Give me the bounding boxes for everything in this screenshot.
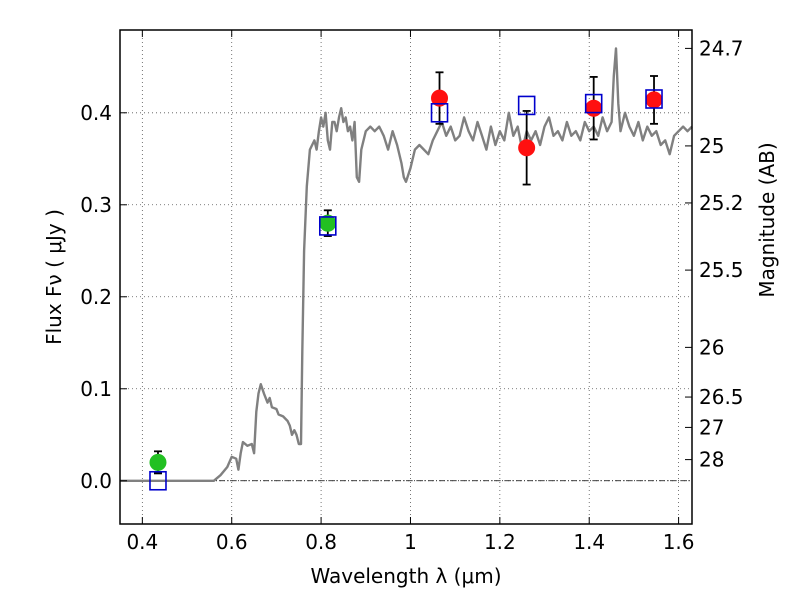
grid-layer <box>120 30 692 524</box>
x-tick-label: 0.4 <box>126 530 158 554</box>
plot-frame <box>119 29 693 525</box>
data-points-layer <box>149 71 663 491</box>
y-tick-label: 0.3 <box>80 193 112 217</box>
red-data-point <box>518 139 536 157</box>
right-axis-tick-label: 25.2 <box>699 191 744 215</box>
y-tick-label: 0.4 <box>80 101 112 125</box>
model-spectrum-layer <box>120 47 693 482</box>
model-photometry-square <box>149 470 167 491</box>
right-axis-tick-label: 24.7 <box>699 36 744 60</box>
model-photometry-square <box>430 102 449 123</box>
right-axis-tick-label: 26.5 <box>699 385 744 409</box>
model-photometry-square <box>645 89 663 109</box>
red-data-point <box>645 91 663 109</box>
x-tick-label: 1.4 <box>573 530 605 554</box>
x-tick-label: 1.6 <box>663 530 695 554</box>
x-tick-label: 0.8 <box>305 530 337 554</box>
x-axis-label: Wavelength λ (μm) <box>310 564 501 588</box>
y-tick-label: 0.2 <box>80 285 112 309</box>
right-axis-tick-label: 25.5 <box>699 258 744 282</box>
model-spectrum-line <box>120 47 693 482</box>
right-axis-tick-label: 28 <box>699 448 724 472</box>
right-axis-label: Magnitude (AB) <box>755 142 779 297</box>
right-axis-tick-label: 26 <box>699 335 724 359</box>
right-axis-tick-label: 25 <box>699 134 724 158</box>
red-data-point <box>585 99 603 117</box>
x-tick-label: 1 <box>404 530 417 554</box>
model-photometry-square <box>318 216 337 236</box>
y-tick-label: 0.1 <box>80 377 112 401</box>
x-tick-label: 0.6 <box>216 530 248 554</box>
model-photometry-square <box>517 95 536 116</box>
y-tick-label: 0.0 <box>80 469 112 493</box>
right-axis-tick-label: 27 <box>699 415 724 439</box>
red-data-point <box>431 89 449 107</box>
x-tick-label: 1.2 <box>484 530 516 554</box>
tick-layer: 0.4 0.6 0.8 1 1.2 1.4 1.6 0.0 0.1 0.2 0.3 0.4 24.7 25… <box>80 30 744 554</box>
green-data-point <box>149 453 167 471</box>
model-photometry-square <box>584 93 603 114</box>
y-axis-label: Flux Fν ( μJy ) <box>42 209 66 345</box>
